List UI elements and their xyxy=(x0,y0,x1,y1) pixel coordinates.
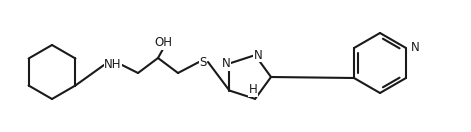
Text: OH: OH xyxy=(154,37,172,50)
Text: NH: NH xyxy=(104,58,122,72)
Text: H: H xyxy=(249,83,258,96)
Text: S: S xyxy=(199,55,207,69)
Text: N: N xyxy=(411,41,420,55)
Text: N: N xyxy=(222,57,231,70)
Text: N: N xyxy=(254,49,262,62)
